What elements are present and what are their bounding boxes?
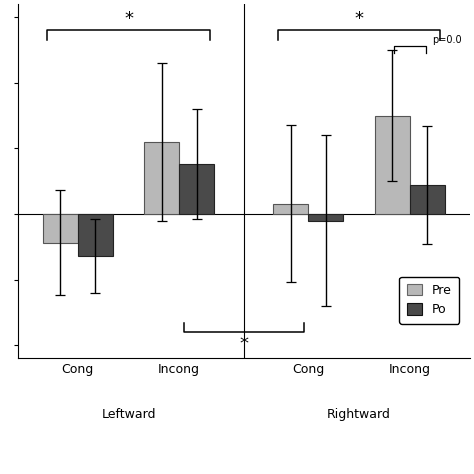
Bar: [179, 164, 214, 214]
Legend: Pre, Po: Pre, Po: [399, 276, 459, 324]
Text: Leftward: Leftward: [101, 408, 156, 421]
Bar: [144, 142, 179, 214]
Bar: [273, 203, 309, 214]
Bar: [410, 185, 445, 214]
Bar: [375, 116, 410, 214]
Text: p=0.0: p=0.0: [432, 35, 462, 45]
Text: Rightward: Rightward: [327, 408, 391, 421]
Bar: [43, 214, 78, 243]
Text: *: *: [239, 335, 248, 353]
Bar: [309, 214, 344, 220]
Text: *: *: [124, 10, 133, 28]
Text: *: *: [355, 10, 364, 28]
Bar: [78, 214, 113, 256]
